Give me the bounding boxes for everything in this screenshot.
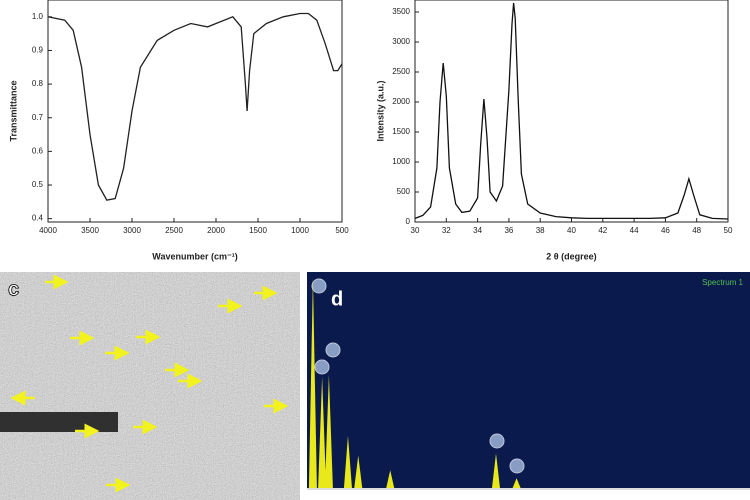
x-axis-label: Wavenumber (cm⁻¹): [152, 251, 237, 261]
data-line: [47, 12, 343, 201]
plot-frame: [47, 0, 343, 223]
spectrum-peak: [343, 435, 352, 488]
x-tick-label: 4000: [39, 226, 57, 235]
panel-label: d: [331, 288, 343, 310]
spectrum-peak: [354, 455, 363, 488]
spectrum-peak: [324, 374, 333, 488]
y-tick-label: 0.7: [32, 113, 44, 122]
y-tick-label: 0: [406, 217, 411, 226]
y-tick-label: 0.8: [32, 79, 44, 88]
element-markers: [311, 278, 525, 474]
x-tick-label: 40: [567, 226, 576, 235]
x-tick-label: 500: [335, 226, 349, 235]
x-tick-label: 2000: [207, 226, 225, 235]
spectrum-name: Spectrum 1: [702, 278, 743, 287]
spectrum-peak: [308, 277, 317, 488]
x-tick-label: 2500: [165, 226, 183, 235]
y-tick-label: 0.9: [32, 46, 44, 55]
spectrum-peak: [386, 470, 395, 488]
spectrum-peak: [512, 478, 521, 488]
x-tick-label: 50: [724, 226, 733, 235]
x-tick-label: 48: [692, 226, 701, 235]
x-tick-label: 30: [411, 226, 420, 235]
y-tick-label: 2500: [392, 67, 410, 76]
spectrum-peak: [491, 453, 500, 488]
y-tick-label: 3500: [392, 7, 410, 16]
y-tick-label: 3000: [392, 37, 410, 46]
y-tick-label: 2000: [392, 97, 410, 106]
spectrum-background: [307, 272, 750, 490]
x-axis-label: 2 θ (degree): [546, 251, 596, 261]
x-tick-label: 38: [536, 226, 545, 235]
plot-frame: [414, 0, 729, 223]
y-tick-label: 1.0: [32, 12, 44, 21]
x-tick-label: 44: [630, 226, 639, 235]
x-tick-label: 34: [473, 226, 482, 235]
spectrum-peak: [318, 376, 327, 488]
data-line: [414, 2, 729, 220]
y-tick-label: 1000: [392, 157, 410, 166]
tem-image: [0, 272, 300, 500]
x-tick-label: 1000: [291, 226, 309, 235]
x-tick-label: 3000: [123, 226, 141, 235]
y-axis-label: Intensity (a.u.): [375, 80, 385, 141]
x-tick-label: 36: [504, 226, 513, 235]
y-tick-label: 0.5: [32, 180, 44, 189]
x-tick-label: 3500: [81, 226, 99, 235]
y-tick-label: 1500: [392, 127, 410, 136]
x-tick-label: 46: [661, 226, 670, 235]
y-tick-label: 0.4: [32, 214, 44, 223]
y-axis-label: Transmittance: [8, 80, 18, 141]
x-tick-label: 32: [442, 226, 451, 235]
panel-label: c: [8, 278, 19, 300]
y-tick-label: 0.6: [32, 146, 44, 155]
x-tick-label: 1500: [249, 226, 267, 235]
y-tick-label: 500: [397, 187, 411, 196]
x-tick-label: 42: [598, 226, 607, 235]
